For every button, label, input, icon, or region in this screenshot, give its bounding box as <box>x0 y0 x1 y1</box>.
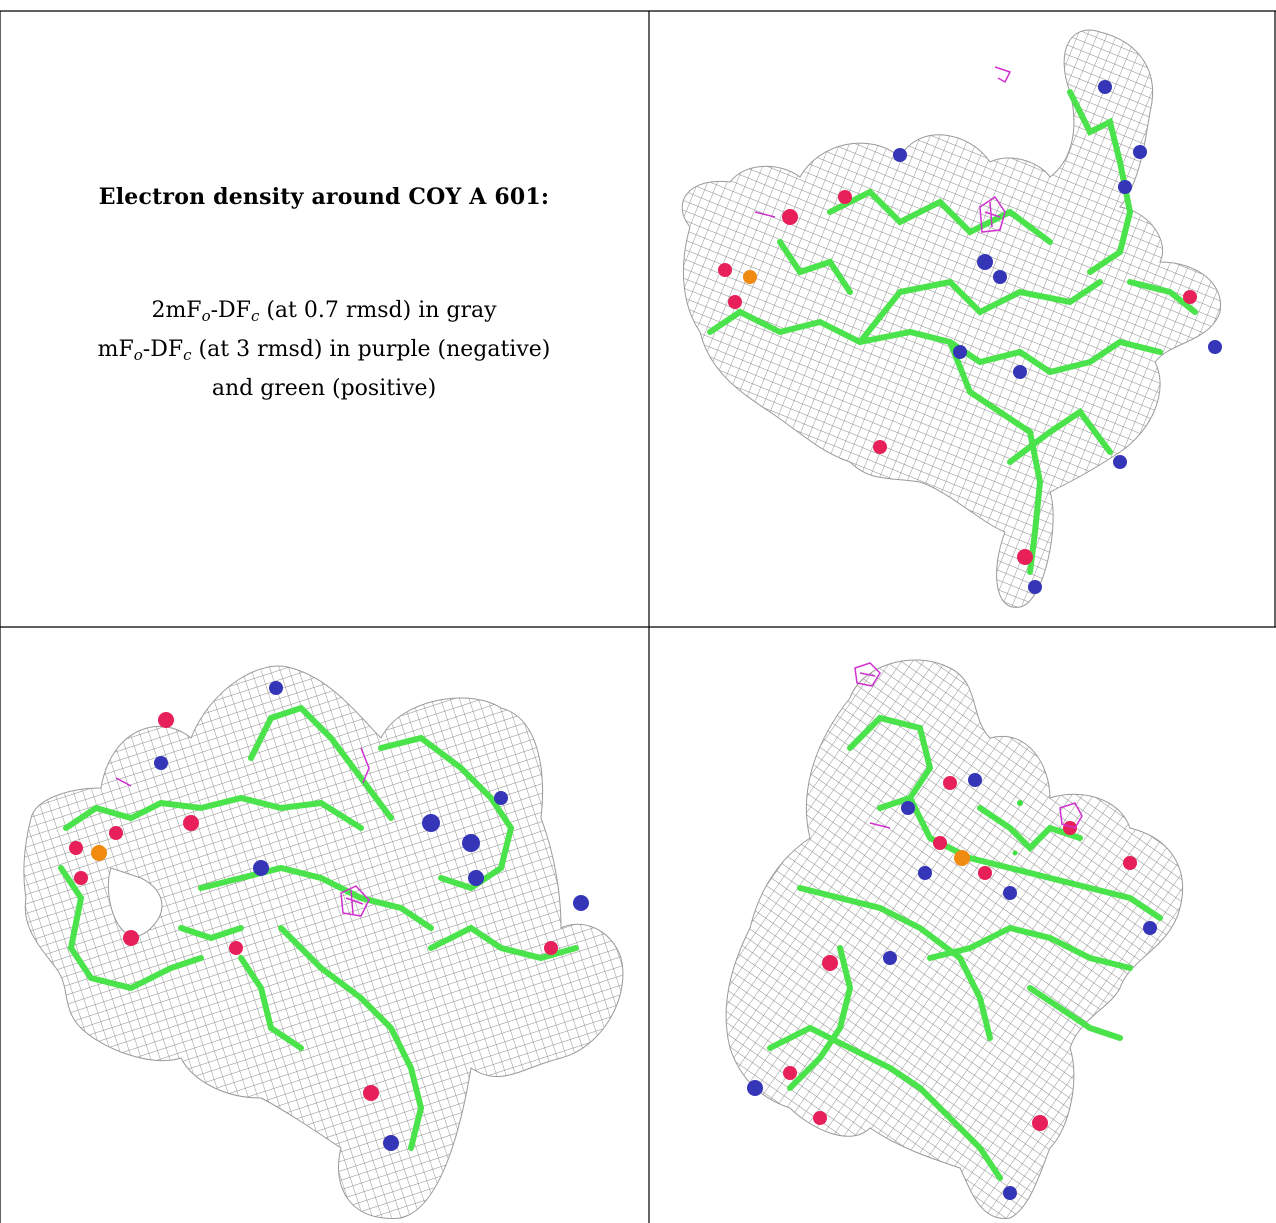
nitrogen-atom <box>1113 455 1127 469</box>
negative-difference-density <box>854 662 1083 829</box>
phosphorus-atom <box>91 845 107 861</box>
nitrogen-atom <box>1028 580 1042 594</box>
atom-spheres <box>69 681 589 1151</box>
electron-density-view-1 <box>681 29 1222 608</box>
electron-density-view-3 <box>725 659 1184 1219</box>
density-mesh <box>681 29 1222 608</box>
oxygen-atom <box>1063 821 1077 835</box>
oxygen-atom <box>363 1085 379 1101</box>
nitrogen-atom <box>1013 365 1027 379</box>
oxygen-atom <box>544 941 558 955</box>
nitrogen-atom <box>968 773 982 787</box>
line1-mid: -DF <box>210 298 251 323</box>
oxygen-atom <box>873 440 887 454</box>
nitrogen-atom <box>893 148 907 162</box>
oxygen-atom <box>728 295 742 309</box>
nitrogen-atom <box>383 1135 399 1151</box>
positive-difference-density <box>1012 800 1023 856</box>
line2-pre: mF <box>97 337 134 362</box>
oxygen-atom <box>822 955 838 971</box>
oxygen-atom <box>943 776 957 790</box>
atom-spheres <box>718 80 1222 594</box>
oxygen-atom <box>782 209 798 225</box>
nitrogen-atom <box>883 951 897 965</box>
line2-mid: -DF <box>142 337 184 362</box>
line2-post: (at 3 rmsd) in purple (negative) <box>191 337 551 362</box>
line1-sub-c: c <box>250 307 260 325</box>
nitrogen-atom <box>494 791 508 805</box>
oxygen-atom <box>69 841 83 855</box>
oxygen-atom <box>783 1066 797 1080</box>
density-panel-bottom-left <box>1 628 648 1223</box>
density-panel-top-right <box>650 12 1274 626</box>
density-panel-bottom-right <box>650 628 1276 1223</box>
nitrogen-atom <box>1003 886 1017 900</box>
nitrogen-atom <box>901 801 915 815</box>
nitrogen-atom <box>1003 1186 1017 1200</box>
nitrogen-atom <box>1133 145 1147 159</box>
density-mesh <box>725 659 1184 1219</box>
nitrogen-atom <box>1143 921 1157 935</box>
oxygen-atom <box>1123 856 1137 870</box>
nitrogen-atom <box>1118 180 1132 194</box>
oxygen-atom <box>718 263 732 277</box>
description-line-2: mFo-DFc (at 3 rmsd) in purple (negative) <box>0 333 648 372</box>
nitrogen-atom <box>253 860 269 876</box>
oxygen-atom <box>123 930 139 946</box>
nitrogen-atom <box>953 345 967 359</box>
atom-spheres <box>747 773 1157 1200</box>
line1-pre: 2mF <box>151 298 202 323</box>
line1-post: (at 0.7 rmsd) in gray <box>259 298 497 323</box>
ligand-bonds <box>707 89 1198 575</box>
figure-description: 2mFo-DFc (at 0.7 rmsd) in gray mFo-DFc (… <box>0 294 648 405</box>
nitrogen-atom <box>993 270 1007 284</box>
oxygen-atom <box>1017 549 1033 565</box>
line2-sub-o: o <box>133 346 143 364</box>
nitrogen-atom <box>1098 80 1112 94</box>
line2-sub-c: c <box>183 346 192 364</box>
oxygen-atom <box>838 190 852 204</box>
caption-cell: Electron density around COY A 601: 2mFo-… <box>0 12 648 626</box>
oxygen-atom <box>109 826 123 840</box>
phosphorus-atom <box>743 270 757 284</box>
density-mesh <box>23 665 624 1219</box>
nitrogen-atom <box>462 834 480 852</box>
nitrogen-atom <box>918 866 932 880</box>
oxygen-atom <box>978 866 992 880</box>
negative-difference-density <box>754 66 1012 233</box>
oxygen-atom <box>183 815 199 831</box>
oxygen-atom <box>813 1111 827 1125</box>
nitrogen-atom <box>977 254 993 270</box>
figure-title: Electron density around COY A 601: <box>98 184 550 210</box>
phosphorus-atom <box>954 850 970 866</box>
nitrogen-atom <box>747 1080 763 1096</box>
description-line-3: and green (positive) <box>211 376 437 401</box>
oxygen-atom <box>158 712 174 728</box>
electron-density-view-2 <box>23 665 624 1219</box>
oxygen-atom <box>229 941 243 955</box>
nitrogen-atom <box>468 870 484 886</box>
line1-sub-o: o <box>201 307 211 325</box>
nitrogen-atom <box>1208 340 1222 354</box>
description-line-1: 2mFo-DFc (at 0.7 rmsd) in gray <box>0 294 648 333</box>
oxygen-atom <box>1032 1115 1048 1131</box>
oxygen-atom <box>1183 290 1197 304</box>
negative-difference-density <box>115 747 370 917</box>
oxygen-atom <box>933 836 947 850</box>
oxygen-atom <box>74 871 88 885</box>
nitrogen-atom <box>422 814 440 832</box>
nitrogen-atom <box>269 681 283 695</box>
nitrogen-atom <box>573 895 589 911</box>
nitrogen-atom <box>154 756 168 770</box>
